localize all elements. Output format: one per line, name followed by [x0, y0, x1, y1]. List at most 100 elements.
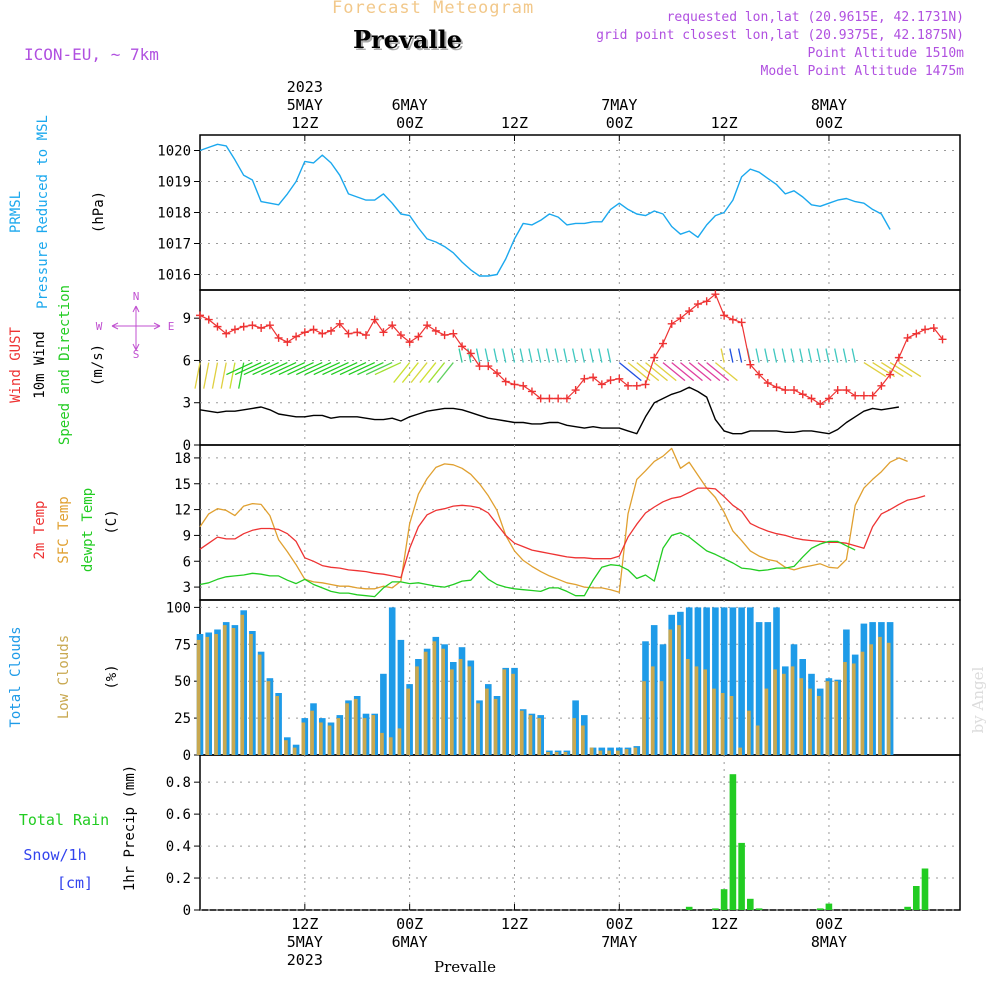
- bottom-time-label: 00Z: [606, 915, 633, 933]
- wind-direction-arrow: [627, 362, 651, 382]
- total-clouds-bar: [380, 673, 387, 755]
- clouds-tick-label: 75: [174, 637, 191, 653]
- wind-gust-marker: [318, 329, 327, 338]
- wind-direction-arrow: [729, 348, 734, 363]
- low-clouds-bar: [388, 737, 393, 755]
- wind-direction-arrow: [313, 361, 341, 376]
- temp-unit-label: (C): [104, 509, 120, 534]
- wind-direction-arrow: [226, 361, 253, 376]
- total-clouds-bar: [712, 607, 719, 755]
- wind-tick-label: 6: [183, 353, 191, 369]
- precip-tick-label: 0.4: [166, 839, 191, 855]
- wind-gust-marker: [903, 333, 912, 342]
- wind-gust-marker: [737, 318, 746, 327]
- wind-direction-arrow: [545, 348, 551, 363]
- wind-gust-marker: [842, 386, 851, 395]
- wind-gust-marker: [466, 349, 475, 358]
- model-point-altitude: Model Point Altitude 1475m: [760, 64, 965, 79]
- wind-direction-arrow: [436, 362, 454, 383]
- temp-2m-label: 2m Temp: [32, 500, 48, 559]
- wind-gust-marker: [370, 315, 379, 324]
- clouds-tick-label: 50: [174, 674, 191, 690]
- low-clouds-label: Low Clouds: [56, 635, 72, 719]
- wind-direction-arrow: [807, 348, 813, 363]
- low-clouds-bar: [843, 662, 847, 755]
- pressure-tick-label: 1017: [157, 237, 191, 253]
- pressure-desc-label: Pressure Reduced to MSL: [35, 115, 51, 309]
- precip-bar: [904, 906, 911, 910]
- temperature-tick-label: 9: [183, 528, 191, 544]
- low-clouds-bar: [764, 688, 769, 755]
- low-clouds-bar: [659, 681, 664, 755]
- rain-label: Total Rain: [19, 811, 109, 829]
- wind-gust-marker: [222, 329, 231, 338]
- temperature-tick-label: 6: [183, 554, 191, 570]
- wind-direction-arrow: [563, 348, 568, 363]
- wind-gust-marker: [344, 329, 353, 338]
- wind-direction-arrow: [348, 361, 375, 376]
- low-clouds-bar: [694, 666, 699, 755]
- wind-direction-arrow: [851, 348, 856, 363]
- compass-south: S: [133, 348, 140, 361]
- wind-direction-arrow: [606, 348, 612, 363]
- wind-tick-label: 9: [183, 311, 191, 327]
- wind-gust-marker: [929, 324, 938, 333]
- wind-direction-arrow: [203, 362, 210, 389]
- low-clouds-bar: [860, 651, 865, 755]
- wind-gust-marker: [379, 328, 388, 337]
- total-clouds-bar: [729, 607, 737, 755]
- wind-direction-arrow: [816, 348, 821, 363]
- wind-gust-marker: [527, 387, 536, 396]
- wind-direction-arrow: [714, 362, 738, 382]
- wind-direction-arrow: [825, 348, 830, 363]
- wind-direction-arrow: [653, 362, 677, 382]
- top-time-label: 12Z: [711, 114, 738, 132]
- wind-gust-marker: [851, 391, 860, 400]
- wind-direction-arrow: [571, 348, 577, 363]
- low-clouds-bar: [301, 722, 306, 755]
- top-time-label: 00Z: [815, 114, 842, 132]
- temperature-tick-label: 15: [174, 477, 191, 493]
- low-clouds-bar: [738, 747, 742, 755]
- wind-gust-marker: [484, 362, 493, 371]
- low-clouds-bar: [642, 681, 646, 755]
- wind-gust-marker: [536, 394, 545, 403]
- pressure-tick-label: 1019: [157, 175, 191, 191]
- low-clouds-bar: [598, 750, 603, 755]
- wind-direction-arrow: [458, 348, 463, 363]
- top-time-label: 12Z: [291, 114, 318, 132]
- low-clouds-bar: [712, 688, 716, 755]
- wind-gust-marker: [807, 394, 816, 403]
- wind-gust-marker: [877, 381, 886, 390]
- wind-gust-marker: [615, 374, 624, 383]
- precip-bar: [738, 842, 745, 910]
- low-clouds-bar: [825, 681, 830, 755]
- pressure-tick-label: 1020: [157, 144, 191, 160]
- total-clouds-bar: [388, 607, 396, 755]
- low-clouds-bar: [380, 732, 384, 755]
- wind-direction-arrow: [410, 362, 428, 383]
- wind-direction-arrow: [537, 348, 542, 363]
- precip-bar: [921, 868, 929, 910]
- point-altitude: Point Altitude 1510m: [807, 46, 964, 61]
- low-clouds-bar: [196, 639, 201, 755]
- wind-direction-arrow: [618, 362, 642, 382]
- wind-gust-marker: [554, 394, 563, 403]
- precip-bar: [816, 908, 824, 910]
- wind-gust-marker: [624, 381, 633, 390]
- wind-direction-arrow: [737, 348, 743, 363]
- low-clouds-bar: [284, 740, 288, 755]
- wind-direction-arrow: [645, 362, 668, 382]
- wind-gust-marker: [414, 332, 423, 341]
- top-time-label: 00Z: [396, 114, 423, 132]
- wind-direction-arrow: [688, 362, 712, 382]
- wind-direction-arrow: [898, 362, 922, 378]
- low-clouds-bar: [450, 669, 454, 755]
- wind-direction-arrow: [401, 362, 419, 383]
- low-clouds-bar: [563, 752, 568, 755]
- low-clouds-bar: [266, 681, 271, 755]
- wind-direction-arrow: [428, 362, 446, 383]
- precip-bar: [685, 906, 693, 910]
- forecast-title: Forecast Meteogram: [332, 0, 535, 18]
- bottom-time-label: 5MAY: [287, 933, 323, 951]
